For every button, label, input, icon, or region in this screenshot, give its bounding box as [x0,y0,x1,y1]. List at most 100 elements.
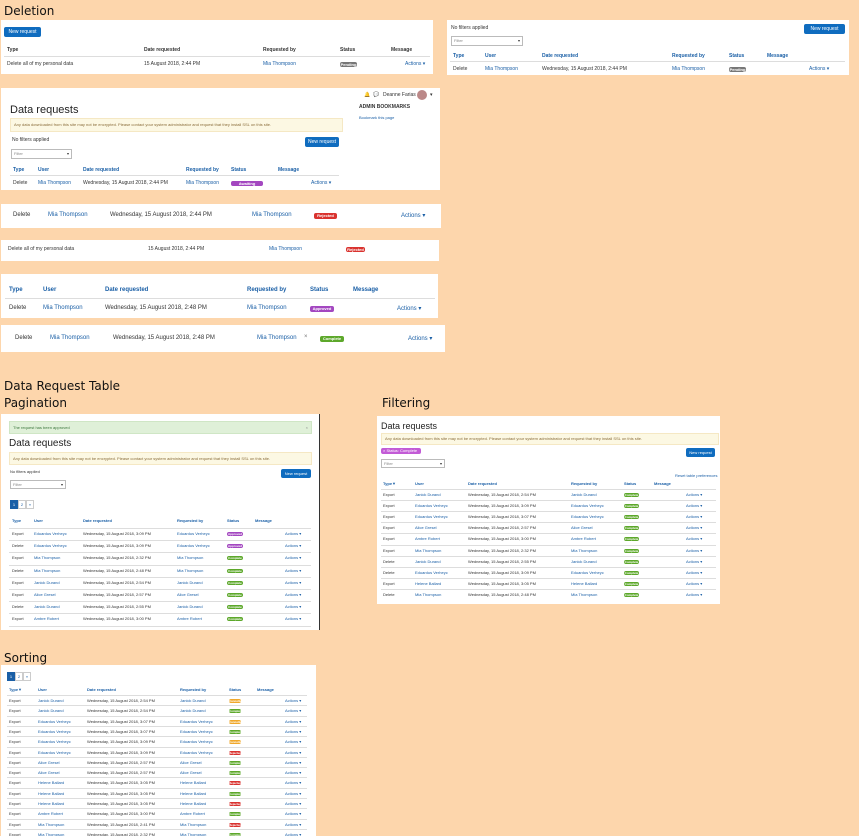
cell-user[interactable]: Ambre Robert [34,616,59,622]
cell-user[interactable]: Eduardus Verheyc [38,749,71,755]
cell-user[interactable]: Eduardus Verheyc [34,543,67,549]
page-1-button[interactable]: 1 [10,500,18,509]
col-type[interactable]: Type▼ [9,687,23,692]
col-status[interactable]: Status [229,687,242,692]
actions-menu[interactable]: Actions ▾ [285,831,302,836]
status-filter-chip[interactable]: × Status: Complete [381,448,421,454]
cell-user[interactable]: Janick Durand [34,604,60,610]
cell-requested-by[interactable]: Alice Gresel [177,592,199,597]
cell-requested-by[interactable]: Eduardus Verheyc [177,543,210,549]
cell-user[interactable]: Helene Ballard [38,780,65,786]
actions-menu[interactable]: Actions ▾ [686,492,703,497]
cell-user[interactable]: Eduardus Verheyc [38,728,71,734]
col-requested-by[interactable]: Requested by [180,687,207,692]
cell-user[interactable]: Alice Gresel [38,759,60,765]
cell-user[interactable]: Ambre Robert [38,811,63,817]
cell-user[interactable]: Eduardus Verheyc [38,718,71,724]
cell-user[interactable]: Mia Thompson [415,547,442,553]
cell-requested-by[interactable]: Mia Thompson [269,246,302,252]
cell-user[interactable]: Mia Thompson [34,555,61,561]
cell-requested-by[interactable]: Mia Thompson [177,555,204,561]
cell-requested-by[interactable]: Eduardus Verheyc [180,749,213,755]
cell-requested-by[interactable]: Ambre Robert [571,536,596,542]
col-status[interactable]: Status [624,481,637,486]
cell-requested-by[interactable]: Mia Thompson [263,61,296,67]
actions-menu[interactable]: Actions ▾ [285,770,302,776]
cell-user[interactable]: Janick Durand [34,579,60,585]
actions-menu[interactable]: Actions ▾ [809,66,830,72]
actions-menu[interactable]: Actions ▾ [285,811,302,817]
cell-user[interactable]: Eduardus Verheyc [415,569,448,575]
close-icon[interactable]: × [305,425,308,430]
cell-requested-by[interactable]: Helene Ballard [180,790,207,796]
cell-requested-by[interactable]: Janick Durand [177,604,203,610]
cell-user[interactable]: Janick Durand [38,698,64,703]
actions-menu[interactable]: Actions ▾ [285,604,302,610]
actions-menu[interactable]: Actions ▾ [285,821,302,827]
cell-user[interactable]: Mia Thompson [38,821,65,827]
cell-requested-by[interactable]: Janick Durand [177,579,203,585]
cell-user[interactable]: Mia Thompson [485,66,518,72]
actions-menu[interactable]: Actions ▾ [686,525,703,531]
actions-menu[interactable]: Actions ▾ [285,698,302,703]
cell-user[interactable]: Alice Gresel [415,525,437,531]
chevron-down-icon[interactable]: ▾ [430,92,433,98]
user-name[interactable]: Deanne Farias [383,92,416,98]
cell-requested-by[interactable]: Mia Thompson [571,591,598,597]
cell-user[interactable]: Helene Ballard [38,790,65,796]
col-date[interactable]: Date requested [468,481,497,486]
col-type[interactable]: Type▼ [383,481,397,486]
cell-requested-by[interactable]: Ambre Robert [180,811,205,817]
cell-requested-by[interactable]: Mia Thompson [186,180,219,186]
actions-menu[interactable]: Actions ▾ [285,616,302,622]
actions-menu[interactable]: Actions ▾ [405,61,426,67]
message-icon[interactable]: 💬 [373,92,380,98]
notification-icon[interactable]: 🔔 [364,92,371,98]
actions-menu[interactable]: Actions ▾ [285,749,302,755]
new-request-button[interactable]: New request [281,469,311,478]
page-2-button[interactable]: 2 [15,672,23,681]
cell-requested-by[interactable]: Mia Thompson [180,831,207,836]
cell-requested-by[interactable]: Eduardus Verheyc [571,503,604,509]
close-icon[interactable]: × [304,334,308,340]
cell-requested-by[interactable]: Eduardus Verheyc [180,728,213,734]
cell-requested-by[interactable]: Eduardus Verheyc [177,531,210,536]
cell-requested-by[interactable]: Mia Thompson [247,305,287,311]
cell-user[interactable]: Alice Gresel [38,770,60,776]
col-user[interactable]: User [38,687,47,692]
page-1-button[interactable]: 1 [7,672,15,681]
cell-requested-by[interactable]: Helene Ballard [180,780,207,786]
actions-menu[interactable]: Actions ▾ [686,591,703,597]
cell-requested-by[interactable]: Eduardus Verheyc [180,718,213,724]
new-request-button[interactable]: New request [4,27,41,37]
cell-user[interactable]: Mia Thompson [38,180,71,186]
cell-user[interactable]: Helene Ballard [38,801,65,806]
cell-requested-by[interactable]: Eduardus Verheyc [571,569,604,575]
cell-user[interactable]: Janick Durand [415,492,441,497]
cell-user[interactable]: Helene Ballard [415,580,442,586]
cell-user[interactable]: Eduardus Verheyc [415,503,448,509]
cell-requested-by[interactable]: Eduardus Verheyc [571,514,604,520]
cell-requested-by[interactable]: Mia Thompson [180,821,207,827]
cell-user[interactable]: Alice Gresel [34,592,56,597]
actions-menu[interactable]: Actions ▾ [285,759,302,765]
actions-menu[interactable]: Actions ▾ [285,579,302,585]
actions-menu[interactable]: Actions ▾ [285,790,302,796]
new-request-button[interactable]: New request [804,24,845,34]
cell-user[interactable]: Helene Ballard [34,629,60,630]
actions-menu[interactable]: Actions ▾ [285,708,302,714]
cell-requested-by[interactable]: Alice Gresel [180,770,202,776]
cell-requested-by[interactable]: Janick Durand [180,708,206,714]
cell-requested-by[interactable]: Helene Ballard [571,580,598,586]
actions-menu[interactable]: Actions ▾ [285,739,302,745]
actions-menu[interactable]: Actions ▾ [285,567,302,573]
cell-user[interactable]: Mia Thompson [50,335,90,341]
avatar[interactable] [417,90,427,100]
cell-requested-by[interactable]: Janick Durand [571,492,597,497]
actions-menu[interactable]: Actions ▾ [686,536,703,542]
actions-menu[interactable]: Actions ▾ [686,547,703,553]
next-page-button[interactable]: » [26,500,34,509]
cell-requested-by[interactable]: Helene Ballard [177,629,203,630]
col-user[interactable]: User [415,481,424,486]
col-requested-by[interactable]: Requested by [571,481,598,486]
